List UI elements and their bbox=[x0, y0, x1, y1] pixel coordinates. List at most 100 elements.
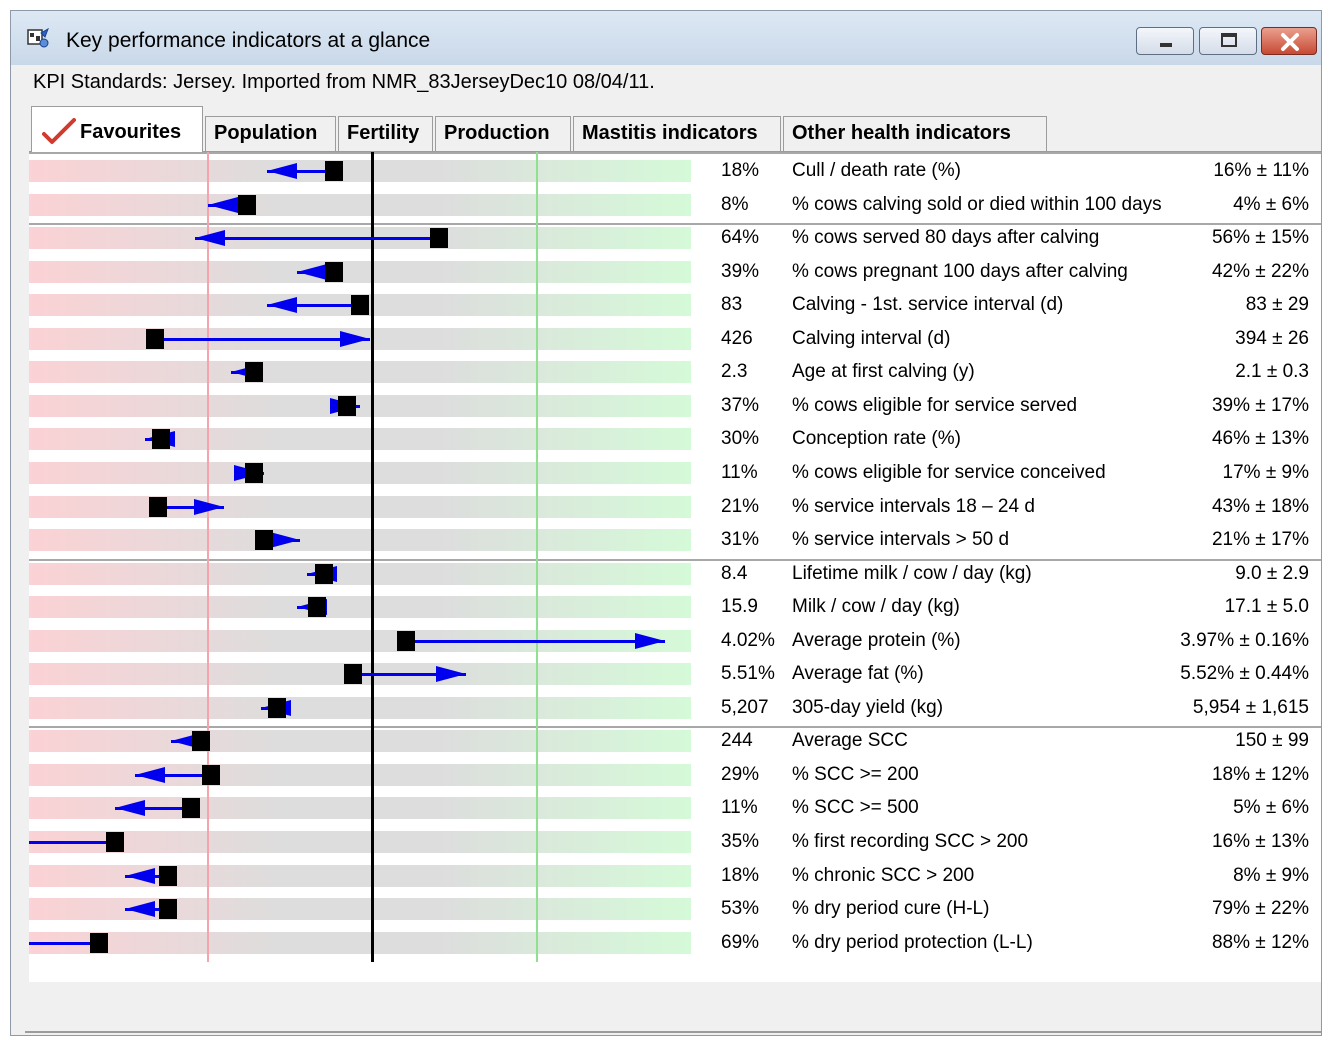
kpi-value: 30% bbox=[721, 428, 760, 450]
kpi-marker[interactable] bbox=[149, 496, 168, 517]
tab-population[interactable]: Population bbox=[205, 116, 336, 152]
kpi-arrow-line bbox=[406, 639, 665, 643]
section-separator bbox=[29, 223, 1321, 226]
tab-favourites[interactable]: Favourites bbox=[31, 106, 203, 152]
kpi-marker[interactable] bbox=[202, 764, 221, 785]
arrow-right-icon bbox=[339, 330, 370, 347]
kpi-value: 83 bbox=[721, 294, 743, 316]
kpi-bar bbox=[29, 730, 691, 753]
minimize-button[interactable] bbox=[1136, 27, 1194, 55]
tab-other-health-indicators[interactable]: Other health indicators bbox=[783, 116, 1047, 152]
kpi-standard: 5% ± 6% bbox=[1233, 797, 1309, 819]
kpi-value: 21% bbox=[721, 495, 760, 517]
arrow-left-icon bbox=[230, 364, 261, 381]
kpi-marker[interactable] bbox=[152, 429, 171, 450]
kpi-arrow-line bbox=[29, 941, 99, 945]
kpi-bar bbox=[29, 361, 691, 384]
kpi-value: 18% bbox=[721, 160, 760, 181]
kpi-label: % SCC >= 200 bbox=[792, 763, 919, 785]
kpi-standard: 150 ± 99 bbox=[1235, 730, 1309, 752]
close-button[interactable] bbox=[1261, 27, 1317, 55]
tab-production[interactable]: Production bbox=[435, 116, 571, 152]
kpi-bar bbox=[29, 629, 691, 652]
title-bar[interactable]: Key performance indicators at a glance bbox=[11, 11, 1321, 65]
tab-label: Production bbox=[444, 122, 550, 144]
arrow-left-icon bbox=[207, 196, 238, 213]
tab-strip: Favourites Population Fertility Producti… bbox=[27, 106, 1327, 154]
close-icon bbox=[1281, 33, 1299, 51]
kpi-bar bbox=[29, 461, 691, 484]
kpi-standard: 5.52% ± 0.44% bbox=[1180, 663, 1309, 685]
kpi-label: % first recording SCC > 200 bbox=[792, 831, 1029, 852]
kpi-marker[interactable] bbox=[307, 597, 326, 618]
kpi-standard: 4% ± 6% bbox=[1233, 193, 1309, 215]
arrow-right-icon bbox=[634, 632, 665, 649]
kpi-bar bbox=[29, 562, 691, 585]
kpi-bar bbox=[29, 864, 691, 887]
kpi-marker[interactable] bbox=[106, 832, 125, 852]
kpi-standard: 46% ± 13% bbox=[1211, 428, 1309, 450]
tab-label: Other health indicators bbox=[792, 122, 1011, 144]
maximize-icon bbox=[1221, 33, 1237, 47]
kpi-label: 305-day yield (kg) bbox=[792, 696, 944, 718]
kpi-bar bbox=[29, 596, 691, 619]
kpi-label: Cull / death rate (%) bbox=[792, 160, 961, 181]
kpi-value: 53% bbox=[721, 898, 760, 920]
kpi-marker[interactable] bbox=[324, 161, 343, 181]
kpi-standard: 3.97% ± 0.16% bbox=[1180, 629, 1309, 651]
kpi-label: Calving interval (d) bbox=[792, 327, 951, 349]
kpi-marker[interactable] bbox=[89, 932, 108, 953]
kpi-label: % SCC >= 500 bbox=[792, 797, 919, 819]
kpi-value: 29% bbox=[721, 763, 760, 785]
kpi-bar bbox=[29, 193, 691, 216]
kpi-label: % cows served 80 days after calving bbox=[792, 227, 1100, 249]
tab-label: Fertility bbox=[347, 122, 420, 144]
kpi-standard: 17% ± 9% bbox=[1222, 461, 1309, 483]
tab-fertility[interactable]: Fertility bbox=[338, 116, 433, 152]
arrow-right-icon bbox=[270, 532, 301, 549]
kpi-value: 244 bbox=[721, 730, 753, 752]
tab-label: Favourites bbox=[80, 121, 182, 143]
kpi-marker[interactable] bbox=[430, 228, 449, 249]
kpi-marker[interactable] bbox=[159, 899, 178, 920]
kpi-value: 37% bbox=[721, 394, 760, 416]
kpi-value: 4.02% bbox=[721, 629, 775, 651]
kpi-value: 5.51% bbox=[721, 663, 775, 685]
kpi-value: 2.3 bbox=[721, 361, 748, 383]
kpi-marker[interactable] bbox=[268, 697, 287, 718]
kpi-marker[interactable] bbox=[182, 798, 201, 819]
panel-bottom-border bbox=[25, 1031, 1321, 1033]
kpi-value: 15.9 bbox=[721, 596, 758, 618]
kpi-marker[interactable] bbox=[145, 328, 164, 349]
kpi-panel: 18% Cull / death rate (%) 16% ± 11% 8% % cow… bbox=[29, 151, 1321, 982]
kpi-marker[interactable] bbox=[344, 664, 363, 685]
kpi-marker[interactable] bbox=[245, 362, 264, 383]
arrow-left-icon bbox=[124, 867, 155, 884]
kpi-arrow-line bbox=[134, 773, 212, 777]
kpi-value: 31% bbox=[721, 529, 760, 551]
kpi-marker[interactable] bbox=[337, 395, 356, 416]
kpi-standards-info: KPI Standards: Jersey. Imported from NMR… bbox=[33, 71, 655, 93]
arrow-left-icon bbox=[267, 297, 298, 314]
kpi-value: 18% bbox=[721, 864, 760, 886]
kpi-bar bbox=[29, 160, 691, 182]
maximize-button[interactable] bbox=[1199, 27, 1257, 55]
kpi-marker[interactable] bbox=[314, 563, 333, 584]
kpi-arrow-line bbox=[115, 807, 192, 811]
checkmark-icon bbox=[42, 118, 76, 144]
kpi-marker[interactable] bbox=[397, 630, 416, 651]
kpi-arrow-line bbox=[267, 170, 334, 173]
kpi-marker[interactable] bbox=[238, 194, 257, 215]
kpi-marker[interactable] bbox=[351, 295, 369, 316]
kpi-marker[interactable] bbox=[324, 261, 343, 282]
kpi-value: 35% bbox=[721, 831, 760, 852]
kpi-standard: 79% ± 22% bbox=[1211, 898, 1309, 920]
kpi-value: 8% bbox=[721, 193, 749, 215]
kpi-marker[interactable] bbox=[192, 731, 211, 752]
kpi-bar bbox=[29, 831, 691, 853]
tab-mastitis-indicators[interactable]: Mastitis indicators bbox=[573, 116, 781, 152]
kpi-label: Milk / cow / day (kg) bbox=[792, 596, 960, 618]
kpi-marker[interactable] bbox=[255, 530, 273, 551]
kpi-marker[interactable] bbox=[245, 462, 264, 483]
kpi-marker[interactable] bbox=[159, 865, 178, 886]
